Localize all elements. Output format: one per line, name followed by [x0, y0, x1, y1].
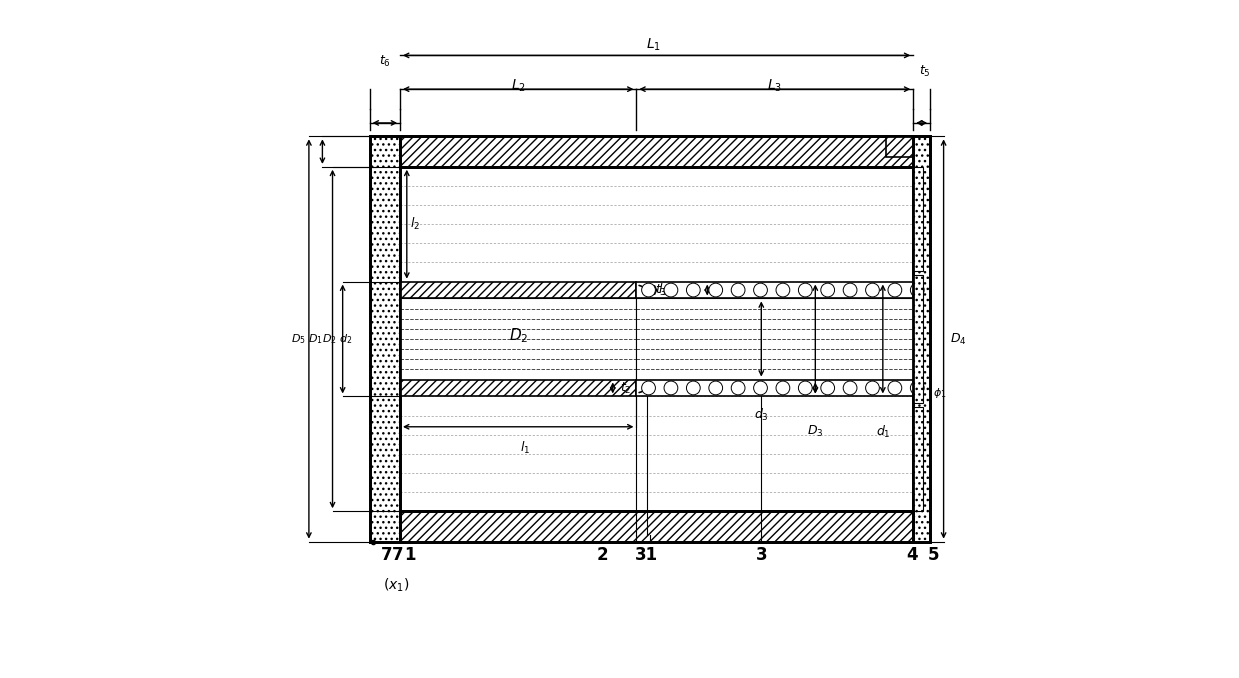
- Bar: [400, 281, 637, 298]
- Text: $D_1$: $D_1$: [309, 332, 323, 346]
- Text: $d_3$: $d_3$: [753, 407, 768, 422]
- Text: 2: 2: [597, 546, 608, 564]
- Circle shape: [820, 283, 835, 297]
- Text: $d_2$: $d_2$: [339, 332, 353, 346]
- Circle shape: [911, 283, 924, 297]
- Circle shape: [844, 381, 857, 395]
- Text: $t_5$: $t_5$: [919, 64, 930, 79]
- Text: $D_2$: $D_2$: [322, 332, 337, 346]
- Bar: [400, 167, 913, 511]
- Circle shape: [664, 283, 678, 297]
- Text: $L_1$: $L_1$: [646, 37, 660, 54]
- Text: $(x_1)$: $(x_1)$: [384, 577, 410, 594]
- Circle shape: [776, 283, 789, 297]
- Text: $l_3$: $l_3$: [658, 282, 668, 298]
- Text: $t_6$: $t_6$: [379, 54, 390, 69]
- Text: 7: 7: [380, 546, 393, 564]
- Circle shape: [686, 381, 700, 395]
- Circle shape: [866, 381, 880, 395]
- Bar: [400, 298, 637, 380]
- Circle shape: [844, 283, 857, 297]
- Circle shape: [709, 283, 722, 297]
- Bar: [400, 511, 913, 542]
- Circle shape: [911, 381, 924, 395]
- Text: 7: 7: [393, 546, 404, 564]
- Text: $D_5$: $D_5$: [291, 332, 306, 346]
- Bar: [400, 136, 913, 167]
- Bar: [913, 407, 923, 511]
- Circle shape: [798, 283, 813, 297]
- Circle shape: [753, 381, 767, 395]
- Text: $D_3$: $D_3$: [807, 423, 824, 439]
- Text: $L_2$: $L_2$: [510, 77, 525, 94]
- Circle shape: [753, 283, 767, 297]
- Circle shape: [798, 381, 813, 395]
- Text: $t_3$: $t_3$: [655, 283, 667, 298]
- Text: $\phi_1$: $\phi_1$: [933, 386, 947, 400]
- Circle shape: [642, 283, 655, 297]
- Circle shape: [820, 381, 835, 395]
- Circle shape: [664, 381, 678, 395]
- Bar: [886, 136, 913, 157]
- Bar: [400, 380, 637, 397]
- Text: $D_2$: $D_2$: [508, 326, 528, 345]
- Circle shape: [888, 283, 902, 297]
- Text: 3: 3: [756, 546, 767, 564]
- Text: 5: 5: [928, 546, 939, 564]
- Text: 31: 31: [634, 546, 658, 564]
- Text: $t_1$: $t_1$: [821, 380, 834, 395]
- Text: $L_3$: $L_3$: [767, 77, 782, 94]
- Text: $l_1$: $l_1$: [520, 440, 530, 456]
- Bar: [369, 136, 400, 542]
- Circle shape: [888, 381, 902, 395]
- Bar: [637, 298, 913, 380]
- Circle shape: [776, 381, 789, 395]
- Circle shape: [686, 283, 700, 297]
- Text: $D_4$: $D_4$: [950, 332, 966, 346]
- Bar: [637, 380, 913, 397]
- Circle shape: [866, 283, 880, 297]
- Circle shape: [642, 381, 655, 395]
- Text: $d_1$: $d_1$: [876, 423, 890, 439]
- Text: 1: 1: [404, 546, 416, 564]
- Circle shape: [709, 381, 722, 395]
- Text: $l_2$: $l_2$: [410, 216, 420, 233]
- Circle shape: [731, 283, 745, 297]
- Bar: [913, 167, 923, 271]
- Text: 4: 4: [906, 546, 918, 564]
- Circle shape: [731, 381, 745, 395]
- Bar: [637, 281, 913, 298]
- Bar: [913, 275, 923, 403]
- Bar: [913, 136, 930, 542]
- Text: $t_4$: $t_4$: [711, 283, 722, 298]
- Text: $t_2$: $t_2$: [620, 380, 631, 395]
